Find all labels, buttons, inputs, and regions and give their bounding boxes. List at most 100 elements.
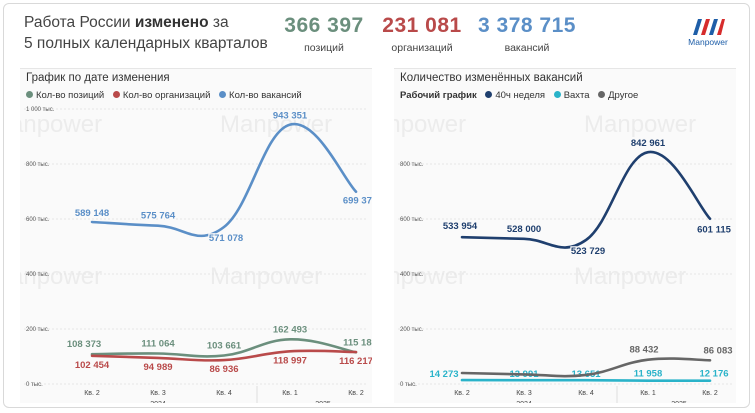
manpower-logo-icon	[693, 19, 725, 35]
legend-label: Вахта	[563, 90, 590, 101]
left-chart-title: График по дате изменения	[26, 72, 170, 84]
data-label: 94 989	[143, 362, 172, 373]
legend-label: Кол-во позиций	[36, 90, 105, 101]
data-label: 86 936	[209, 364, 238, 375]
dashboard-frame: Работа России изменено за 5 полных кален…	[3, 3, 750, 408]
legend-dot	[553, 91, 561, 98]
x-year-label: 2024	[150, 401, 166, 403]
left-chart-panel: График по дате изменения Кол-во позиций …	[20, 68, 372, 403]
watermark-text: Manpower	[584, 111, 696, 138]
data-label: 571 078	[209, 233, 243, 244]
legend-item[interactable]: Вахта	[553, 90, 590, 101]
x-year-label: 2025	[315, 401, 331, 403]
x-tick-label: Кв. 2	[348, 390, 364, 397]
data-label: 162 493	[273, 324, 307, 335]
data-label: 589 148	[75, 208, 109, 219]
stat-organizations: 231 081 организаций	[376, 13, 468, 54]
legend-dot	[598, 91, 606, 98]
stat-positions-label: позиций	[304, 42, 344, 54]
legend-label: Кол-во организаций	[122, 90, 211, 101]
manpower-logo: Manpower	[685, 16, 731, 47]
data-label: 102 454	[75, 360, 110, 371]
data-label: 575 764	[141, 211, 176, 222]
stat-vacancies-label: вакансий	[504, 42, 550, 54]
title-line-2: 5 полных календарных кварталов	[24, 35, 268, 52]
data-label: 116 217	[339, 356, 372, 367]
title-text-post: за	[208, 14, 229, 31]
y-tick-label: 200 тыс.	[26, 327, 50, 333]
legend-item[interactable]: 40ч неделя	[485, 90, 545, 101]
right-chart-svg: Manpower Manpower Manpower Manpower 0 тыс. 20…	[394, 111, 734, 403]
data-label: 103 661	[207, 341, 242, 352]
page-title: Работа России изменено за 5 полных кален…	[24, 12, 274, 54]
x-tick-label: Кв. 2	[454, 390, 470, 397]
legend-item[interactable]: Кол-во позиций	[26, 90, 104, 101]
legend-dot	[26, 91, 33, 98]
y-tick-label: 600 тыс.	[26, 217, 50, 223]
data-label: 86 083	[703, 345, 732, 356]
series-line	[90, 337, 358, 358]
legend-item[interactable]: Другое	[598, 90, 638, 101]
stat-positions-value: 366 397	[284, 14, 364, 37]
stat-organizations-value: 231 081	[382, 14, 462, 37]
legend-label: Другое	[608, 90, 639, 101]
y-tick-label: 400 тыс.	[26, 272, 50, 278]
series-line	[460, 357, 712, 378]
data-label: 12 176	[699, 369, 728, 380]
x-tick-label: Кв. 1	[282, 390, 298, 397]
data-label: 842 961	[631, 138, 666, 149]
data-label: 118 997	[273, 355, 307, 366]
watermark-text: Manpower	[394, 111, 466, 138]
legend-item[interactable]: Кол-во вакансий	[219, 90, 302, 101]
series-line	[460, 378, 712, 383]
y-tick-label: 200 тыс.	[400, 327, 424, 333]
title-text: Работа России	[24, 14, 135, 31]
data-label: 943 351	[273, 111, 308, 122]
data-label: 88 432	[629, 345, 658, 356]
legend-title: Рабочий график	[400, 90, 477, 101]
legend-dot	[219, 91, 227, 98]
legend-dot	[112, 91, 120, 98]
x-tick-label: Кв. 4	[578, 390, 594, 397]
x-tick-label: Кв. 3	[150, 390, 166, 397]
stat-vacancies-value: 3 378 715	[478, 14, 576, 37]
right-chart-title: Количество изменённых вакансий	[400, 72, 583, 84]
y-tick-label: 1 000 тыс.	[26, 107, 55, 113]
series-line	[90, 122, 358, 238]
watermark-text: Manpower	[574, 263, 686, 290]
y-tick-label: 600 тыс.	[400, 217, 424, 223]
stat-vacancies: 3 378 715 вакансий	[471, 13, 583, 54]
data-label: 601 115	[697, 225, 732, 236]
series-line	[90, 349, 358, 362]
data-label: 528 000	[507, 224, 541, 235]
manpower-logo-text: Manpower	[688, 37, 728, 47]
data-label: 14 273	[429, 369, 458, 380]
stat-organizations-label: организаций	[391, 42, 453, 54]
data-label: 533 954	[443, 221, 478, 232]
title-bold-text: изменено	[134, 14, 209, 31]
data-label: 523 729	[571, 246, 605, 257]
x-year-label: 2025	[671, 401, 687, 403]
legend-dot	[485, 91, 493, 98]
legend-label: 40ч неделя	[495, 90, 546, 101]
y-tick-label: 0 тыс.	[400, 382, 417, 388]
stat-positions: 366 397 позиций	[276, 13, 372, 54]
right-chart-panel: Количество изменённых вакансий Рабочий г…	[394, 68, 736, 403]
right-chart-legend: Рабочий график 40ч неделя Вахта Другое	[400, 90, 644, 101]
watermark-text: Manpower	[210, 263, 322, 290]
y-tick-label: 800 тыс.	[26, 162, 50, 168]
left-chart-legend: Кол-во позиций Кол-во организаций Кол-во…	[26, 90, 308, 101]
x-tick-label: Кв. 2	[702, 390, 718, 397]
legend-item[interactable]: Кол-во организаций	[112, 90, 211, 101]
y-tick-label: 0 тыс.	[26, 382, 43, 388]
data-label: 111 064	[141, 339, 175, 350]
x-tick-label: Кв. 2	[84, 390, 100, 397]
x-tick-label: Кв. 3	[516, 390, 532, 397]
watermark-text: Manpower	[20, 111, 102, 138]
y-tick-label: 800 тыс.	[400, 162, 424, 168]
series-line	[460, 150, 712, 249]
data-label: 115 189	[343, 337, 372, 348]
y-tick-label: 400 тыс.	[400, 272, 424, 278]
x-tick-label: Кв. 1	[640, 390, 656, 397]
data-label: 699 374	[343, 196, 372, 207]
